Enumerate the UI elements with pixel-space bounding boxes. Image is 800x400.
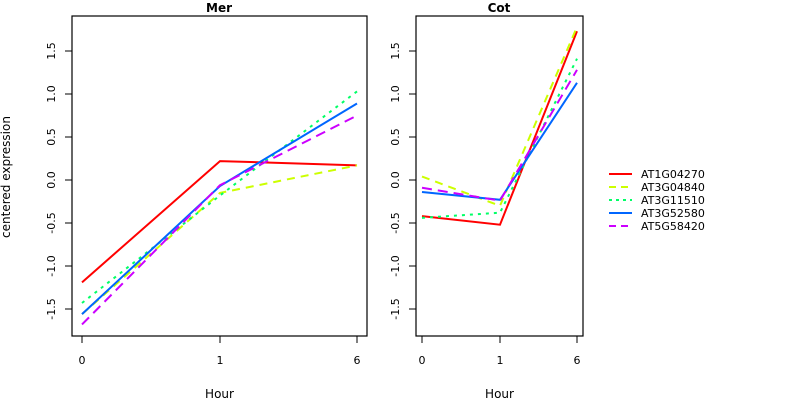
series-line-at3g52580 — [81, 102, 358, 315]
legend-label: AT1G04270 — [641, 168, 705, 181]
y-tick-label: -0.5 — [389, 212, 402, 233]
y-tick-label: 1.5 — [45, 42, 58, 60]
series-line-at3g11510 — [421, 58, 578, 219]
panel-cot: Cot -1.5 -1.0 -0.5 0.0 0.5 1.0 1.5 0 1 6 Hour — [389, 1, 584, 400]
series-line-at5g58420 — [81, 114, 358, 326]
legend-item: AT3G11510 — [609, 194, 705, 207]
y-tick-label: -0.5 — [45, 212, 58, 233]
plot-frame — [415, 15, 584, 337]
legend-item: AT3G52580 — [609, 207, 705, 220]
series-line-at1g04270 — [421, 30, 578, 226]
y-tick-label: 1.5 — [389, 42, 402, 60]
x-tick-label: 6 — [354, 354, 361, 367]
legend-label: AT3G11510 — [641, 194, 705, 207]
y-tick-label: 0.0 — [45, 171, 58, 189]
x-tick-label: 1 — [217, 354, 224, 367]
panel-title: Mer — [206, 1, 232, 15]
y-tick-label: -1.0 — [389, 255, 402, 276]
panel-mer: Mer -1.5 -1.0 -0.5 0.0 0.5 1.0 1.5 0 1 6 Hour — [45, 1, 368, 400]
x-tick-label: 6 — [574, 354, 581, 367]
legend-label: AT3G04840 — [641, 181, 705, 194]
y-tick-label: -1.0 — [45, 255, 58, 276]
legend-item: AT5G58420 — [609, 220, 705, 233]
series-line-at3g11510 — [81, 90, 358, 304]
legend-label: AT5G58420 — [641, 220, 705, 233]
series-line-at3g52580 — [421, 82, 578, 201]
series-line-at5g58420 — [421, 69, 578, 202]
legend-label: AT3G52580 — [641, 207, 705, 220]
y-tick-label: 1.0 — [45, 85, 58, 103]
y-tick-label: 0.5 — [389, 128, 402, 146]
y-tick-label: 0.0 — [389, 171, 402, 189]
legend-item: AT1G04270 — [609, 168, 705, 181]
y-tick-label: 1.0 — [389, 85, 402, 103]
y-tick-label: -1.5 — [45, 298, 58, 319]
y-tick-label: -1.5 — [389, 298, 402, 319]
legend: AT1G04270AT3G04840AT3G11510AT3G52580AT5G… — [609, 168, 705, 233]
series-line-at3g04840 — [81, 164, 358, 315]
series-line-at3g04840 — [421, 26, 578, 208]
x-axis-label: Hour — [485, 387, 514, 400]
y-axis-label: centered expression — [0, 116, 13, 238]
x-tick-label: 0 — [419, 354, 426, 367]
x-tick-label: 0 — [79, 354, 86, 367]
series-line-at1g04270 — [81, 160, 358, 284]
panel-title: Cot — [488, 1, 511, 15]
plot-frame — [71, 15, 368, 337]
x-axis-label: Hour — [205, 387, 234, 400]
y-tick-label: 0.5 — [45, 128, 58, 146]
x-tick-label: 1 — [497, 354, 504, 367]
legend-item: AT3G04840 — [609, 181, 705, 194]
